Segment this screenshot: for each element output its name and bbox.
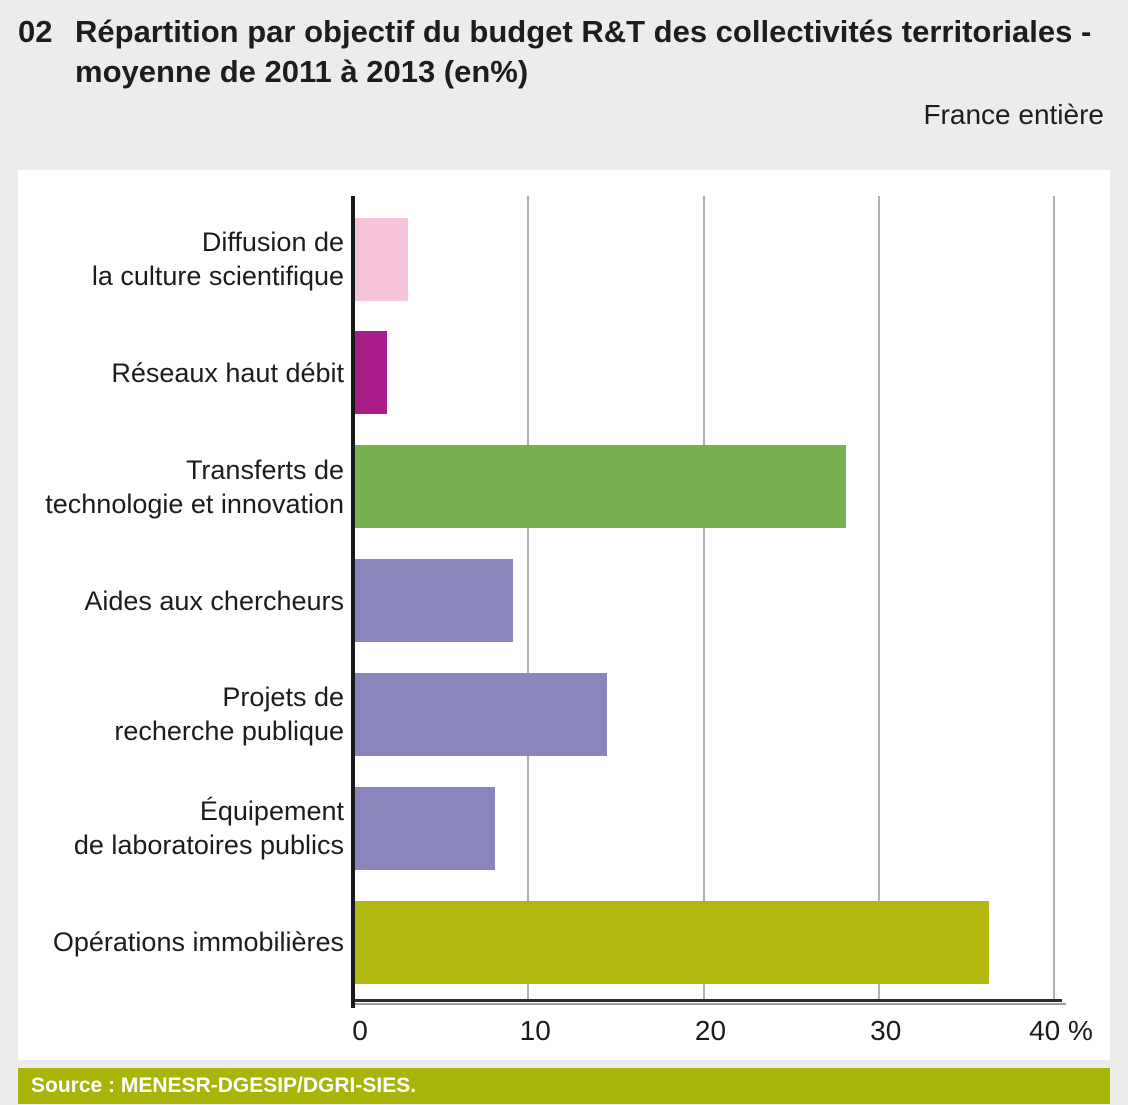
source-text: Source : MENESR-DGESIP/DGRI-SIES. xyxy=(31,1074,417,1097)
bar-5 xyxy=(355,786,496,870)
chart-header: 02 Répartition par objectif du budget R&… xyxy=(0,0,1128,92)
x-tick-label-40: 40 % xyxy=(1029,1015,1093,1046)
category-label-text: Réseaux haut débit xyxy=(111,357,344,388)
gridline-40 xyxy=(1053,196,1055,999)
x-tick-label-0: 0 xyxy=(352,1015,368,1046)
bar-3 xyxy=(355,559,513,643)
chart-title-line1: Répartition par objectif du budget R&T d… xyxy=(75,14,1092,49)
category-label: Opérations immobilières xyxy=(18,897,344,987)
category-label-text: Transferts de technologie et innovation xyxy=(45,454,344,519)
category-label-text: Équipement de laboratoires publics xyxy=(73,796,344,861)
gridline-10 xyxy=(527,196,530,999)
category-label: Projets de recherche publique xyxy=(18,669,344,759)
chart-title: Répartition par objectif du budget R&T d… xyxy=(75,12,1110,92)
bar-4 xyxy=(355,672,608,756)
source-bar: Source : MENESR-DGESIP/DGRI-SIES. xyxy=(18,1068,1110,1104)
category-label: Diffusion de la culture scientifique xyxy=(18,214,344,304)
x-axis-line xyxy=(351,999,1062,1002)
region-label: France entière xyxy=(923,99,1104,130)
bar-0 xyxy=(355,217,408,301)
bar-6 xyxy=(355,900,990,984)
bar-2 xyxy=(355,445,846,529)
category-label: Réseaux haut débit xyxy=(18,328,344,418)
chart-title-line2: moyenne de 2011 à 2013 (en%) xyxy=(75,54,529,89)
bar-1 xyxy=(355,331,387,415)
figure-number: 02 xyxy=(18,14,53,49)
category-label-text: Diffusion de la culture scientifique xyxy=(91,227,344,291)
x-tick-label-20: 20 xyxy=(694,1015,727,1046)
category-label: Transferts de technologie et innovation xyxy=(18,442,344,532)
gridline-30 xyxy=(877,196,880,999)
bar-chart-panel: Diffusion de la culture scientifique Résea… xyxy=(18,170,1110,1060)
y-axis-line xyxy=(351,196,355,1008)
category-label: Aides aux chercheurs xyxy=(18,556,344,646)
x-tick-label-10: 10 xyxy=(519,1015,551,1046)
x-axis-shadow xyxy=(355,1003,1066,1005)
x-tick-label-30: 30 xyxy=(870,1015,902,1046)
category-label: Équipement de laboratoires publics xyxy=(18,783,344,873)
category-label-text: Aides aux chercheurs xyxy=(84,585,344,616)
gridline-20 xyxy=(702,196,705,999)
category-label-text: Projets de recherche publique xyxy=(114,682,344,747)
category-label-text: Opérations immobilières xyxy=(52,927,344,958)
